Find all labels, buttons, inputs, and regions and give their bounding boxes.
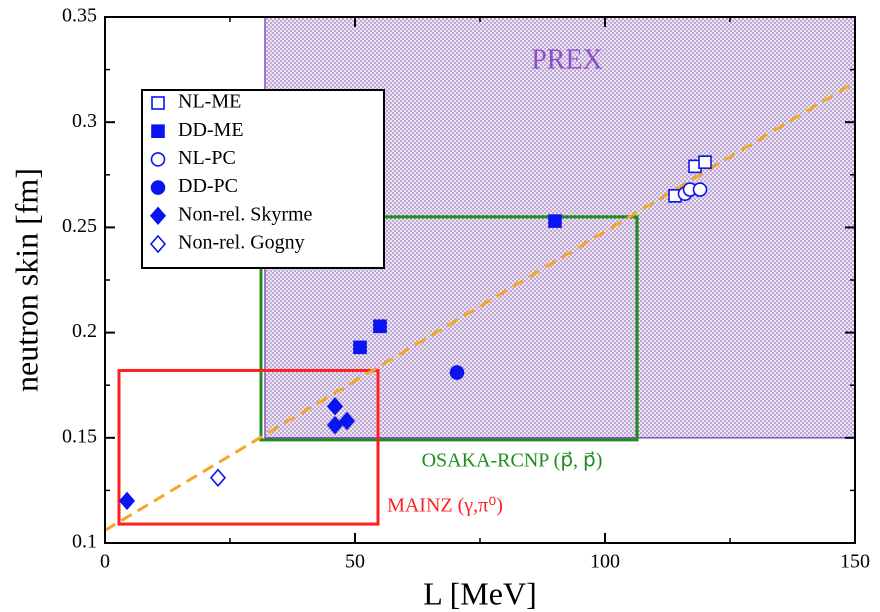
y-tick-label: 0.15 [62,425,97,447]
y-tick-label: 0.1 [72,531,97,553]
y-tick-label: 0.25 [62,215,97,237]
region [117,368,380,526]
region-label: PREX [531,44,603,75]
x-tick-label: 150 [840,551,870,573]
x-tick-label: 100 [590,551,620,573]
legend-label: DD-PC [178,175,238,197]
region-label: MAINZ (γ,π⁰) [387,495,503,517]
region [259,215,639,442]
x-tick-label: 50 [345,551,365,573]
marker [698,155,712,169]
marker [449,365,465,380]
marker [209,468,227,487]
legend-label: NL-ME [178,91,241,113]
marker [118,491,136,511]
x-tick-label: 0 [100,551,110,573]
legend-marker [151,96,165,110]
marker [338,411,356,431]
y-axis-label: neutron skin [fm] [8,168,44,392]
legend-marker [149,234,167,254]
legend-marker [150,180,166,195]
legend-marker [151,124,165,138]
fit-line [104,80,856,532]
legend-label: Non-rel. Skyrme [178,203,313,225]
marker [326,415,344,435]
legend-box [141,89,385,269]
marker [326,397,344,416]
legend-label: NL-PC [178,147,236,169]
legend-label: DD-ME [178,119,244,141]
marker [353,340,367,355]
y-tick-label: 0.2 [72,320,97,342]
marker [692,182,708,197]
legend-marker [150,152,166,167]
y-tick-label: 0.3 [72,110,97,132]
legend-label: Non-rel. Gogny [178,232,305,254]
legend-marker [149,206,167,226]
marker [373,319,387,334]
y-tick-label: 0.35 [62,5,97,27]
region-label: OSAKA-RCNP (p⃗, p⃗) [422,450,603,472]
x-axis-label: L [MeV] [423,575,536,611]
marker [548,214,562,228]
